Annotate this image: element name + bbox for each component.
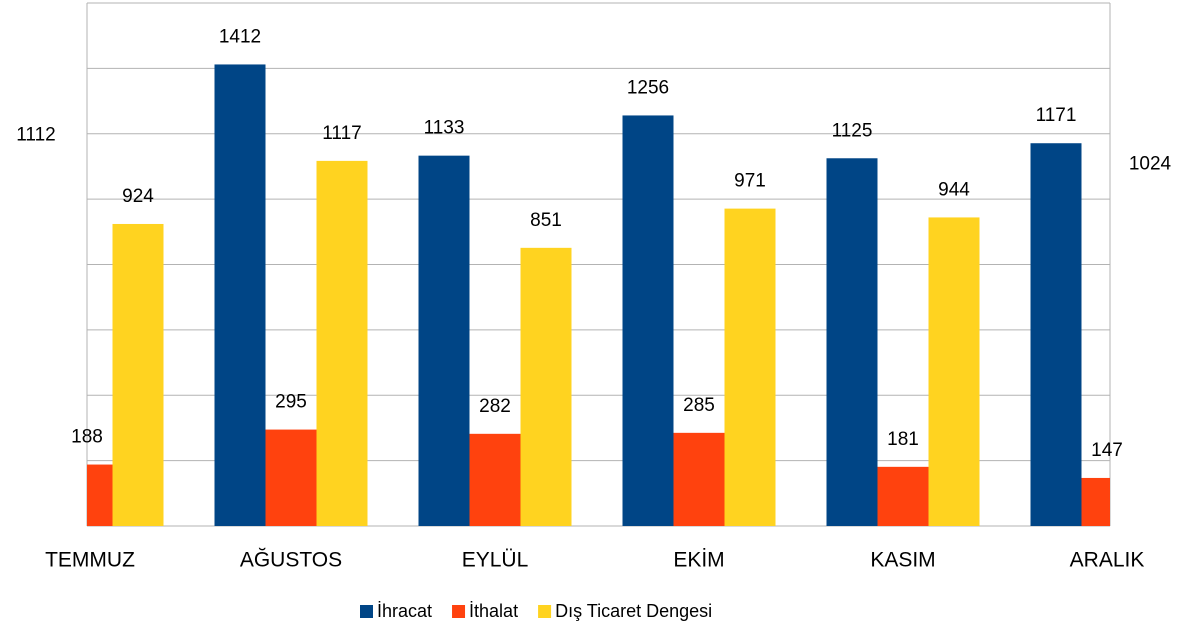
bar	[469, 433, 521, 526]
x-tick-label: ARALIK	[1070, 549, 1145, 572]
data-label: 1117	[322, 123, 361, 144]
legend-swatch	[360, 605, 373, 618]
bar	[1133, 191, 1184, 526]
data-label: 1112	[16, 125, 55, 146]
legend-label: İhracat	[377, 601, 432, 621]
data-label: 188	[71, 427, 103, 448]
bar	[928, 217, 980, 526]
data-label: 944	[938, 179, 970, 200]
data-label: 1125	[832, 120, 873, 141]
x-tick-label: KASIM	[870, 549, 935, 572]
labels: TEMMUZ 1112 188 924 AĞUSTOS 1412 295 1117 EYLÜL 1…	[16, 26, 1171, 620]
x-tick-label: EKİM	[673, 549, 724, 572]
data-label: 1024	[1129, 153, 1172, 174]
bar	[316, 160, 368, 527]
data-label: 285	[683, 395, 715, 416]
data-label: 971	[734, 171, 766, 192]
x-tick-label: EYLÜL	[462, 549, 529, 572]
bar	[1030, 143, 1082, 526]
data-label: 1256	[627, 77, 669, 98]
bar	[418, 155, 470, 526]
legend-label: Dış Ticaret Dengesi	[555, 601, 712, 621]
bar	[877, 466, 929, 526]
data-label: 147	[1091, 440, 1123, 461]
legend-swatch	[452, 605, 466, 618]
data-label: 924	[122, 186, 154, 207]
data-label: 851	[530, 210, 562, 231]
legend-label: İthalat	[469, 601, 518, 621]
bar	[520, 247, 572, 526]
bar	[265, 429, 317, 526]
bar	[214, 64, 266, 526]
bar	[112, 223, 164, 526]
data-label: 1133	[424, 118, 465, 139]
bar	[87, 464, 113, 526]
legend-swatch	[538, 605, 552, 618]
bar	[724, 208, 776, 526]
bar	[622, 115, 674, 526]
data-label: 181	[887, 429, 919, 450]
bar	[1081, 477, 1110, 526]
bar	[673, 432, 725, 526]
x-tick-label: TEMMUZ	[45, 549, 135, 572]
data-label: 1412	[219, 26, 261, 47]
data-label: 282	[479, 396, 511, 417]
bar	[826, 158, 878, 526]
data-label: 295	[275, 392, 307, 413]
bars	[11, 64, 1184, 527]
data-label: 1171	[1036, 105, 1077, 126]
x-tick-label: AĞUSTOS	[240, 549, 342, 572]
bar	[11, 163, 62, 526]
